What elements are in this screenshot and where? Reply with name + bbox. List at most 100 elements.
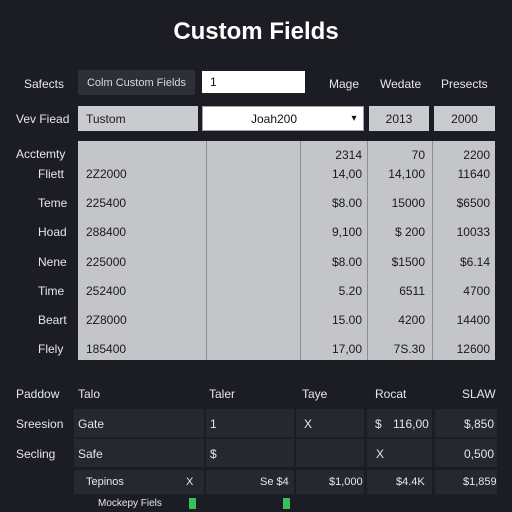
grid-cell: 4200 bbox=[398, 313, 425, 327]
bottom-cell[interactable]: X bbox=[376, 447, 385, 461]
grid-head-value: 70 bbox=[411, 148, 425, 162]
grid-cell: 5.20 bbox=[338, 284, 362, 298]
grid-cell: 14400 bbox=[456, 313, 490, 327]
grid-divider bbox=[367, 141, 368, 360]
row-label: Time bbox=[38, 284, 65, 298]
field-select[interactable]: Joah200 ▾ bbox=[202, 106, 364, 131]
bottom-cell-bg bbox=[435, 470, 497, 494]
grid-cell: 12600 bbox=[456, 342, 490, 356]
bottom-cell[interactable]: 1 bbox=[210, 417, 217, 431]
row-label: Fliett bbox=[38, 167, 65, 181]
bottom-header: Taler bbox=[209, 387, 236, 401]
bottom-cell[interactable]: Gate bbox=[78, 417, 105, 431]
grid-cell: $1500 bbox=[391, 255, 425, 269]
green-status-indicator bbox=[189, 498, 196, 509]
grid-head-value: 2314 bbox=[335, 148, 362, 162]
row-label: Nene bbox=[38, 255, 67, 269]
grid-cell: 9,100 bbox=[331, 225, 362, 239]
bottom-cell-bg bbox=[296, 439, 364, 467]
row-label: Acctemty bbox=[16, 147, 66, 161]
grid-cell: $ 200 bbox=[394, 225, 425, 239]
bottom-cell[interactable]: X bbox=[304, 417, 313, 431]
bottom-row-label: Secling bbox=[16, 447, 56, 461]
bottom-cell[interactable]: $,850 bbox=[464, 417, 495, 431]
grid-cell: $8.00 bbox=[331, 196, 362, 210]
grid-divider bbox=[206, 141, 207, 360]
bottom-header: Rocat bbox=[375, 387, 407, 401]
grid-cell: 4700 bbox=[463, 284, 490, 298]
footer-text: Mockepy Fiels bbox=[98, 498, 162, 509]
bottom-cell[interactable]: $ bbox=[210, 447, 217, 461]
grid-row-id: 288400 bbox=[86, 225, 127, 239]
column-header-wedate[interactable]: Wedate bbox=[380, 77, 422, 91]
row-label: Hoad bbox=[38, 225, 67, 239]
grid-cell: 7S.30 bbox=[393, 342, 425, 356]
bottom-cell-bg bbox=[206, 470, 294, 494]
bottom-header: Paddow bbox=[16, 387, 60, 401]
grid-cell: 6511 bbox=[399, 284, 425, 298]
bottom-cell[interactable]: 0,500 bbox=[464, 447, 495, 461]
bottom-cell[interactable]: Se $4 bbox=[260, 476, 289, 488]
grid-cell: 15000 bbox=[391, 196, 425, 210]
bottom-cell-bg bbox=[367, 439, 432, 467]
grid-cell: 11640 bbox=[457, 167, 490, 181]
grid-cell: 14,00 bbox=[331, 167, 362, 181]
row-label: Beart bbox=[38, 313, 67, 327]
grid-cell: 10033 bbox=[456, 225, 490, 239]
grid-divider bbox=[432, 141, 433, 360]
row-label: Teme bbox=[38, 196, 68, 210]
bottom-cell-bg bbox=[367, 409, 432, 437]
bottom-cell[interactable]: 116,00 bbox=[393, 417, 429, 431]
grid-cell: 14,100 bbox=[388, 167, 425, 181]
bottom-cell-bg bbox=[74, 439, 204, 467]
bottom-cell[interactable]: $4.4K bbox=[396, 476, 425, 488]
grid-cell: 15.00 bbox=[331, 313, 362, 327]
grid-cell: $6500 bbox=[456, 196, 490, 210]
field-value-cell-1[interactable]: 2013 bbox=[369, 106, 429, 131]
grid-cell: $6.14 bbox=[459, 255, 490, 269]
bottom-cell-bg bbox=[435, 409, 497, 437]
bottom-cell[interactable]: Tepinos bbox=[86, 476, 124, 488]
grid-row-id: 185400 bbox=[86, 342, 127, 356]
custom-fields-button[interactable]: Colm Custom Fields bbox=[78, 70, 195, 95]
custom-field-cell[interactable]: Tustom bbox=[78, 106, 198, 131]
bottom-cell-bg bbox=[206, 439, 294, 467]
grid-head-value: 2200 bbox=[463, 148, 490, 162]
bottom-header: Taye bbox=[302, 387, 328, 401]
field-row-label: Vev Fiead bbox=[16, 112, 70, 126]
bottom-row-label: Sreesion bbox=[16, 417, 64, 431]
bottom-cell-bg bbox=[74, 409, 204, 437]
green-status-indicator bbox=[283, 498, 290, 509]
grid-divider bbox=[300, 141, 301, 360]
grid-row-id: 225000 bbox=[86, 255, 127, 269]
bottom-cell[interactable]: X bbox=[186, 476, 194, 488]
grid-row-id: 252400 bbox=[86, 284, 127, 298]
column-header-presects[interactable]: Presects bbox=[441, 77, 488, 91]
safects-label: Safects bbox=[24, 77, 65, 91]
bottom-cell[interactable]: Safe bbox=[78, 447, 103, 461]
page-title: Custom Fields bbox=[173, 18, 339, 45]
field-select-value: Joah200 bbox=[250, 111, 298, 126]
value-input[interactable]: 1 bbox=[202, 71, 305, 93]
bottom-cell-bg bbox=[206, 409, 294, 437]
row-label: Flely bbox=[38, 342, 64, 356]
grid-row-id: 2Z8000 bbox=[86, 313, 127, 327]
chevron-down-icon[interactable]: ▾ bbox=[351, 113, 357, 124]
field-value-cell-2[interactable]: 2000 bbox=[434, 106, 495, 131]
bottom-cell-bg bbox=[435, 439, 497, 467]
bottom-cell-bg bbox=[367, 470, 432, 494]
grid-cell: $8.00 bbox=[331, 255, 362, 269]
bottom-cell[interactable]: $ bbox=[375, 417, 382, 431]
data-grid: 2314 70 2200 2Z2000 14,00 14,100 11640 2… bbox=[78, 141, 495, 360]
bottom-cell-bg bbox=[296, 470, 364, 494]
bottom-header: Talo bbox=[78, 387, 101, 401]
bottom-cell[interactable]: $1,000 bbox=[329, 476, 363, 488]
grid-row-id: 2Z2000 bbox=[86, 167, 127, 181]
bottom-cell[interactable]: $1,859 bbox=[463, 476, 497, 488]
grid-cell: 17,00 bbox=[331, 342, 362, 356]
grid-row-id: 225400 bbox=[86, 196, 127, 210]
column-header-mage[interactable]: Mage bbox=[329, 77, 360, 91]
bottom-cell-bg bbox=[296, 409, 364, 437]
bottom-cell-bg bbox=[74, 470, 204, 494]
bottom-header: SLAW bbox=[462, 387, 496, 401]
